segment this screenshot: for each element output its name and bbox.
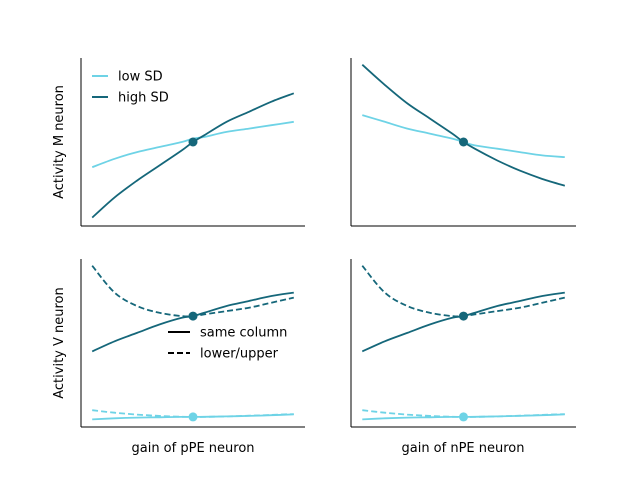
x-axis-label: gain of nPE neuron: [401, 441, 524, 456]
legend: low SD high SD: [92, 70, 169, 106]
legend: same column lower/upper: [168, 326, 287, 362]
series-line-high-sd-same-column: [361, 291, 565, 353]
panel-top-left: Activity M neuron low SD high SD: [52, 58, 305, 227]
data-point-marker-1: [188, 311, 198, 321]
data-point-marker-1: [459, 137, 468, 147]
series-line-high-sd-same-column: [91, 291, 294, 353]
series-line-high-sd-lower-upper: [361, 265, 566, 318]
legend-label-lower-upper: lower/upper: [200, 347, 279, 362]
panel-top-right: [350, 58, 576, 227]
data-point-marker-2: [188, 412, 198, 422]
x-axis-label: gain of pPE neuron: [131, 441, 254, 456]
legend-label-high-sd: high SD: [118, 91, 169, 106]
legend-label-same-column: same column: [200, 326, 287, 341]
series-line-high-sd-lower-upper: [91, 265, 295, 318]
y-axis-label: Activity M neuron: [52, 85, 67, 199]
data-point-marker-1: [459, 311, 468, 321]
legend-label-low-sd: low SD: [118, 70, 163, 85]
panel-bottom-left: Activity V neuron gain of pPE neuron sam…: [52, 259, 305, 456]
panel-bottom-right: gain of nPE neuron: [350, 259, 576, 456]
y-axis-label: Activity V neuron: [52, 287, 67, 399]
data-point-marker-1: [188, 137, 198, 147]
series-line-low-sd: [362, 114, 565, 158]
data-point-marker-2: [459, 412, 468, 422]
